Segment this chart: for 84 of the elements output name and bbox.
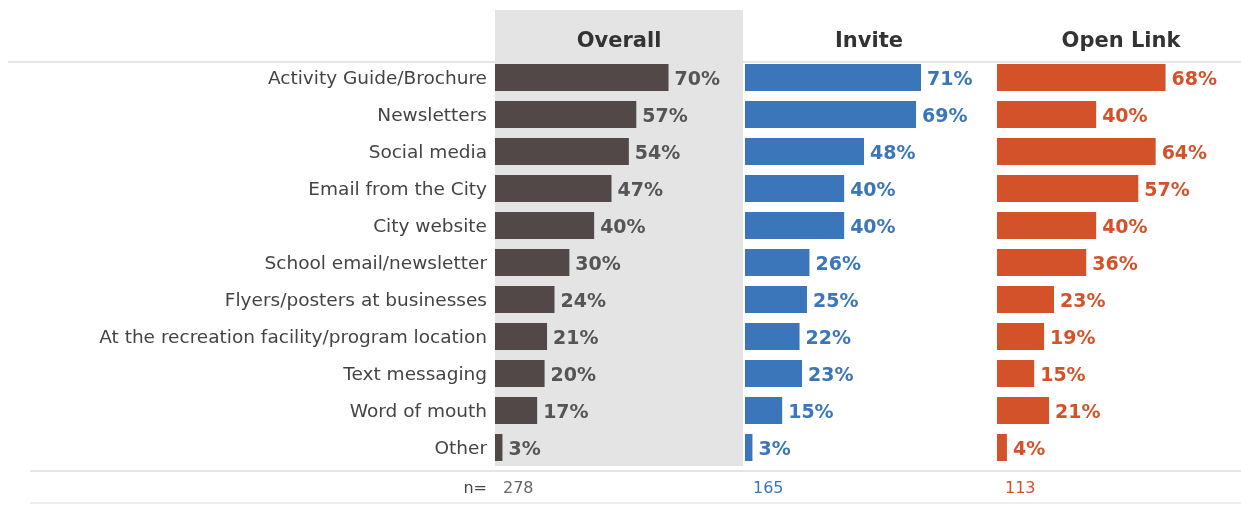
data-label: 68%	[1171, 66, 1218, 89]
data-label: 54%	[634, 140, 681, 163]
bar	[997, 175, 1139, 202]
data-label: 40%	[600, 214, 646, 237]
bar	[745, 212, 845, 239]
bar	[745, 360, 803, 387]
data-label: 40%	[850, 214, 896, 237]
data-label: 47%	[617, 177, 663, 200]
text: 165	[753, 478, 784, 497]
data-label: 15%	[1040, 362, 1086, 385]
bar	[745, 323, 800, 350]
data-label: 4%	[1012, 436, 1046, 459]
bar	[495, 64, 669, 91]
text: n=	[463, 478, 487, 497]
bar	[997, 434, 1007, 461]
chart-title: Invite	[835, 28, 903, 52]
y-tick-label: Activity Guide/Brochure	[267, 67, 487, 88]
bar	[495, 323, 548, 350]
bar	[997, 64, 1166, 91]
bar	[997, 286, 1055, 313]
data-label: 64%	[1161, 140, 1208, 163]
data-label: 17%	[543, 399, 589, 422]
data-label: 3%	[508, 436, 541, 459]
data-label: 15%	[788, 399, 834, 422]
data-label: 25%	[812, 288, 859, 311]
data-label: 21%	[1055, 399, 1101, 422]
y-tick-label: At the recreation facility/program location	[99, 326, 487, 347]
bar	[495, 175, 612, 202]
bar	[495, 212, 595, 239]
y-tick-label: Newsletters	[377, 104, 487, 125]
y-tick-label: Text messaging	[342, 363, 487, 384]
bar	[997, 249, 1087, 276]
data-label: 57%	[1144, 177, 1190, 200]
bar	[495, 101, 637, 128]
bar	[495, 434, 503, 461]
bar	[745, 286, 807, 313]
data-label: 24%	[560, 288, 606, 311]
data-label: 23%	[808, 362, 854, 385]
y-tick-label: City website	[373, 215, 487, 236]
bar	[997, 323, 1045, 350]
bar	[745, 397, 783, 424]
y-tick-label: Word of mouth	[349, 400, 487, 421]
bar	[745, 249, 810, 276]
chart-title: Overall	[576, 28, 662, 52]
data-label: 40%	[1102, 214, 1148, 237]
data-label: 23%	[1060, 288, 1106, 311]
data-label: 30%	[575, 251, 621, 274]
bar	[495, 138, 629, 165]
data-label: 71%	[927, 66, 973, 89]
data-label: 21%	[553, 325, 599, 348]
data-label: 22%	[805, 325, 852, 348]
text: 113	[1005, 478, 1036, 497]
data-label: 36%	[1092, 251, 1138, 274]
y-tick-label: Social media	[368, 141, 487, 162]
data-label: 57%	[642, 103, 688, 126]
bar	[997, 212, 1097, 239]
bar	[997, 138, 1156, 165]
bar	[495, 360, 545, 387]
data-label: 3%	[758, 436, 791, 459]
data-label: 40%	[850, 177, 896, 200]
bar	[745, 101, 917, 128]
bar	[997, 397, 1050, 424]
bar	[495, 286, 555, 313]
text: 278	[503, 478, 534, 497]
y-tick-label: Other	[434, 437, 488, 458]
bar	[997, 360, 1035, 387]
bar	[745, 64, 921, 91]
y-tick-label: Flyers/posters at businesses	[224, 289, 487, 310]
bar	[495, 249, 570, 276]
data-label: 48%	[869, 140, 916, 163]
y-tick-label: School email/newsletter	[264, 252, 488, 273]
bar	[495, 397, 538, 424]
chart-title: Open Link	[1061, 28, 1182, 52]
bar	[745, 138, 864, 165]
data-label: 26%	[815, 251, 861, 274]
data-label: 69%	[922, 103, 968, 126]
y-tick-label: Email from the City	[308, 178, 488, 199]
data-label: 70%	[674, 66, 721, 89]
bar	[745, 175, 845, 202]
data-label: 19%	[1050, 325, 1096, 348]
bar	[997, 101, 1097, 128]
data-label: 40%	[1102, 103, 1148, 126]
bar	[745, 434, 753, 461]
data-label: 20%	[550, 362, 597, 385]
